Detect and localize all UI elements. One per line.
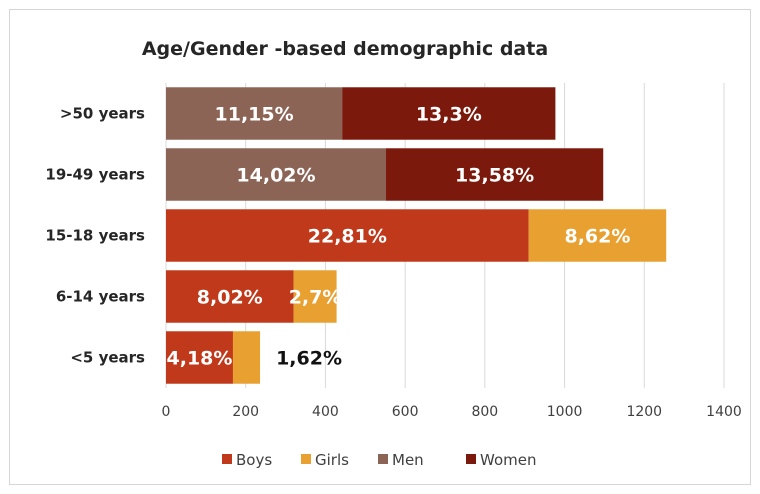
bar-men: [166, 87, 343, 140]
bar-men: [166, 148, 387, 201]
category-labels: <5 years 6-14 years 15-18 years 19-49 years…: [45, 105, 145, 367]
bar-girls: [293, 270, 337, 323]
x-tick-label: 800: [471, 404, 498, 420]
bar-women: [386, 148, 604, 201]
data-labels: 4,18% 1,62% 8,02% 2,7% 22,81% 8,62% 14,02% 13,5…: [167, 104, 631, 370]
bars: [166, 87, 667, 384]
legend-item-girls: Girls: [301, 451, 349, 469]
legend-swatch: [378, 454, 388, 464]
legend-label: Women: [480, 451, 536, 469]
legend-item-boys: Boys: [222, 451, 272, 469]
x-tick-label: 0: [162, 404, 171, 420]
data-label: 13,3%: [416, 104, 482, 126]
x-tick-label: 600: [392, 404, 419, 420]
legend-item-women: Women: [466, 451, 536, 469]
data-label: 2,7%: [289, 287, 342, 309]
data-label: 14,02%: [236, 165, 315, 187]
x-tick-label: 200: [232, 404, 259, 420]
legend-swatch: [301, 454, 311, 464]
x-tick-label: 400: [312, 404, 339, 420]
x-tick-label: 1000: [547, 404, 583, 420]
bar-boys: [166, 331, 233, 384]
data-label: 11,15%: [215, 104, 294, 126]
category-label: >50 years: [60, 105, 145, 123]
data-label: 22,81%: [308, 226, 387, 248]
bar-girls: [232, 331, 261, 384]
legend-swatch: [466, 454, 476, 464]
bar-boys: [166, 270, 294, 323]
bar-girls: [528, 209, 667, 262]
legend-label: Boys: [236, 451, 272, 469]
legend-swatch: [222, 454, 232, 464]
category-label: <5 years: [70, 349, 145, 367]
x-axis-ticks: 0 200 400 600 800 1000 1200 1400: [162, 404, 742, 420]
category-label: 15-18 years: [45, 227, 145, 245]
bar-women: [342, 87, 556, 140]
data-label: 13,58%: [455, 165, 534, 187]
legend: Boys Girls Men Women: [222, 451, 536, 469]
bar-boys: [166, 209, 529, 262]
data-label: 1,62%: [276, 348, 342, 370]
legend-label: Men: [392, 451, 424, 469]
data-label: 8,62%: [564, 226, 630, 248]
x-tick-label: 1400: [706, 404, 742, 420]
chart-title: Age/Gender -based demographic data: [142, 38, 548, 60]
data-label: 4,18%: [167, 348, 233, 370]
category-label: 6-14 years: [56, 288, 145, 306]
x-tick-label: 1200: [626, 404, 662, 420]
data-label: 8,02%: [197, 287, 263, 309]
legend-item-men: Men: [378, 451, 424, 469]
legend-label: Girls: [315, 451, 349, 469]
category-label: 19-49 years: [45, 166, 145, 184]
